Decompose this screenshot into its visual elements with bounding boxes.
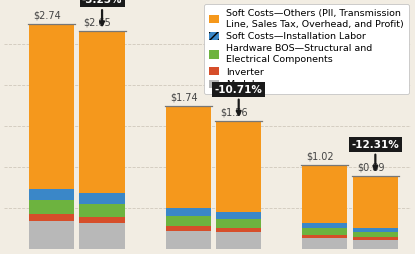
Bar bbox=[29, 200, 74, 214]
Bar bbox=[302, 165, 347, 224]
Bar bbox=[353, 176, 398, 228]
Bar bbox=[302, 224, 347, 228]
Text: $2.65: $2.65 bbox=[84, 18, 111, 28]
Text: $2.74: $2.74 bbox=[33, 11, 61, 21]
Bar bbox=[29, 221, 74, 249]
Bar bbox=[216, 232, 261, 249]
Bar bbox=[302, 228, 347, 235]
Text: -10.71%: -10.71% bbox=[215, 85, 263, 115]
Text: $1.56: $1.56 bbox=[220, 107, 248, 118]
Bar bbox=[353, 232, 398, 237]
Bar bbox=[79, 31, 124, 193]
Bar bbox=[353, 240, 398, 249]
Bar bbox=[29, 214, 74, 221]
Text: -3.25%: -3.25% bbox=[82, 0, 122, 25]
Bar bbox=[216, 212, 261, 219]
Bar bbox=[29, 24, 74, 189]
Bar bbox=[166, 226, 211, 231]
Bar bbox=[353, 237, 398, 240]
Bar bbox=[79, 204, 124, 217]
Bar bbox=[216, 228, 261, 232]
Bar bbox=[353, 228, 398, 232]
Bar bbox=[79, 193, 124, 204]
Bar bbox=[166, 208, 211, 216]
Bar bbox=[79, 217, 124, 224]
Bar bbox=[216, 121, 261, 212]
Text: $1.74: $1.74 bbox=[170, 93, 198, 103]
Text: -12.31%: -12.31% bbox=[352, 139, 399, 170]
Bar bbox=[166, 106, 211, 208]
Text: $0.89: $0.89 bbox=[357, 163, 385, 172]
Bar bbox=[302, 235, 347, 238]
Bar bbox=[166, 216, 211, 226]
Legend: Soft Costs—Others (PII, Transmission
Line, Sales Tax, Overhead, and Profit), Sof: Soft Costs—Others (PII, Transmission Lin… bbox=[204, 4, 409, 94]
Text: $1.02: $1.02 bbox=[306, 152, 334, 162]
Bar bbox=[166, 231, 211, 249]
Bar bbox=[302, 238, 347, 249]
Bar bbox=[29, 189, 74, 200]
Bar bbox=[79, 224, 124, 249]
Bar bbox=[216, 219, 261, 228]
